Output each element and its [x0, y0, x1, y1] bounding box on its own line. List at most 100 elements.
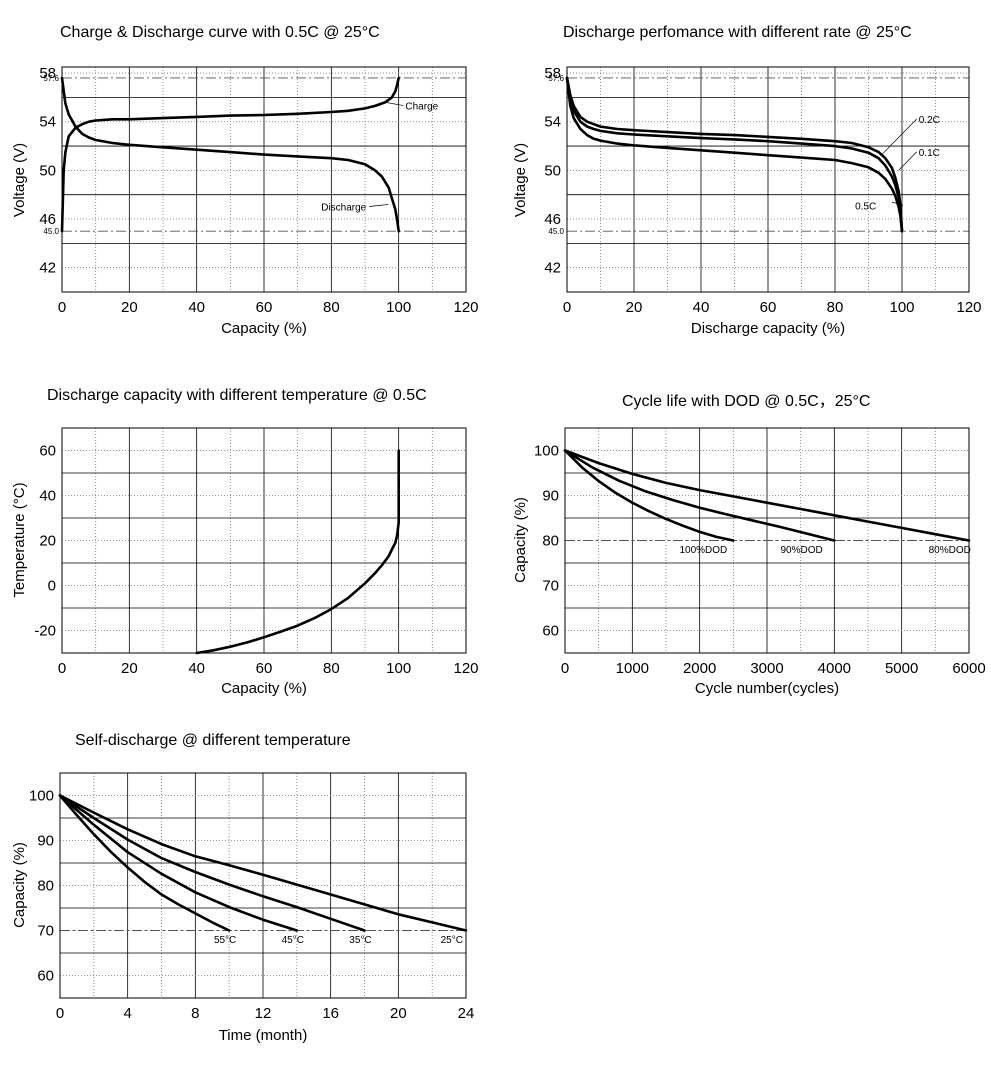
y-axis-label: Capacity (%): [512, 497, 529, 583]
y-axis-label: Capacity (%): [11, 842, 28, 928]
series-line: [195, 449, 400, 655]
chart-title: Self-discharge @ different temperature: [75, 732, 351, 749]
plot-area: 57.6 45.0 0 20 40 60 80 100 120 42 46 50 54 58 Capacit…: [11, 65, 479, 337]
y-tick-label: 0: [48, 578, 56, 595]
series-line: [563, 449, 735, 542]
plot-area: 57.6 45.0 0 20 40 60 80 100 120 42 46 50 54 58 Dischar…: [512, 65, 982, 337]
y-tick-label: 42: [544, 260, 561, 277]
x-tick-label: 4: [123, 1005, 131, 1022]
y-axis-label: Voltage (V): [11, 143, 28, 217]
y-axis-label: Voltage (V): [512, 143, 529, 217]
series-label-leader: [369, 204, 389, 207]
series-line: [565, 76, 904, 233]
x-tick-label: 60: [256, 660, 273, 677]
series-label: 100%DOD: [679, 545, 727, 556]
x-tick-label: 5000: [885, 660, 918, 677]
y-tick-label: 90: [542, 488, 559, 505]
y-axis-label: Temperature (°C): [11, 482, 28, 597]
x-tick-label: 100: [386, 660, 411, 677]
series-label: 35°C: [349, 935, 371, 946]
x-tick-label: 0: [561, 660, 569, 677]
chart-discharge-rate: Discharge perfomance with different rate…: [495, 0, 991, 360]
x-tick-label: 40: [188, 299, 205, 316]
chart-title: Cycle life with DOD @ 0.5C，25°C: [622, 393, 871, 410]
series-line: [58, 794, 231, 932]
chart-self-discharge: Self-discharge @ different temperature 0…: [0, 720, 495, 1067]
reference-line-label: 45.0: [43, 227, 59, 236]
x-tick-label: 60: [256, 299, 273, 316]
x-tick-label: 80: [827, 299, 844, 316]
x-tick-label: 80: [323, 660, 340, 677]
series-line: [565, 76, 904, 233]
x-tick-label: 20: [121, 660, 138, 677]
series-label: 0.2C: [919, 115, 940, 126]
plot-frame: [59, 772, 467, 999]
series-line: [563, 449, 971, 542]
plot-frame: [61, 66, 467, 293]
series-label: 80%DOD: [929, 545, 971, 556]
series-label: 0.1C: [919, 148, 940, 159]
y-tick-label: 60: [37, 968, 54, 985]
y-tick-label: 100: [534, 443, 559, 460]
x-tick-label: 0: [58, 299, 66, 316]
series-label: Charge: [405, 102, 438, 113]
x-tick-label: 20: [121, 299, 138, 316]
y-tick-label: 54: [39, 114, 56, 131]
x-tick-label: 100: [386, 299, 411, 316]
series-label: 45°C: [282, 935, 304, 946]
x-axis-label: Capacity (%): [221, 680, 307, 697]
x-tick-label: 8: [191, 1005, 199, 1022]
y-tick-label: 40: [39, 488, 56, 505]
series-label: 25°C: [441, 935, 463, 946]
x-tick-label: 2000: [683, 660, 716, 677]
y-tick-label: 80: [542, 533, 559, 550]
series-line: [60, 76, 400, 233]
x-axis-label: Time (month): [219, 1027, 308, 1044]
series-label: 55°C: [214, 935, 236, 946]
x-tick-label: 100: [889, 299, 914, 316]
x-tick-label: 80: [323, 299, 340, 316]
y-tick-label: 46: [544, 211, 561, 228]
plot-area: 0 1000 2000 3000 4000 5000 6000 60 70 80 90 100 Cycl…: [512, 427, 986, 697]
x-axis-label: Capacity (%): [221, 320, 307, 337]
y-tick-label: 20: [39, 533, 56, 550]
y-tick-label: 60: [542, 623, 559, 640]
series-line: [563, 449, 836, 542]
x-tick-label: 60: [760, 299, 777, 316]
y-tick-label: 50: [544, 162, 561, 179]
series-label: 90%DOD: [780, 545, 822, 556]
x-tick-label: 0: [58, 660, 66, 677]
x-tick-label: 120: [453, 660, 478, 677]
x-tick-label: 24: [458, 1005, 475, 1022]
reference-line-label: 57.6: [43, 74, 59, 83]
series-line: [565, 76, 904, 233]
x-axis-label: Discharge capacity (%): [691, 320, 845, 337]
series-line: [58, 794, 299, 932]
x-tick-label: 40: [188, 660, 205, 677]
chart-title: Discharge capacity with different temper…: [47, 387, 427, 404]
y-tick-label: 58: [544, 65, 561, 82]
x-axis-label: Cycle number(cycles): [695, 680, 839, 697]
plot-frame: [61, 427, 467, 654]
series-label: 0.5C: [855, 201, 876, 212]
chart-cycle-life: Cycle life with DOD @ 0.5C，25°C 0 1000 200…: [495, 360, 991, 720]
series-label: Discharge: [321, 203, 366, 214]
series-label-leader: [898, 151, 918, 171]
plot-frame: [566, 66, 970, 293]
y-tick-label: 50: [39, 162, 56, 179]
y-tick-label: 90: [37, 833, 54, 850]
chart-charge-discharge: Charge & Discharge curve with 0.5C @ 25°…: [0, 0, 495, 360]
chart-title: Charge & Discharge curve with 0.5C @ 25°…: [60, 24, 380, 41]
x-tick-label: 16: [322, 1005, 339, 1022]
x-tick-label: 12: [255, 1005, 272, 1022]
series-line: [60, 76, 400, 233]
y-tick-label: 54: [544, 114, 561, 131]
reference-line-label: 57.6: [548, 74, 564, 83]
series-label-leader: [385, 101, 404, 106]
plot-area: 0 4 8 12 16 20 24 60 70 80 90 100 Time (month) Capaci…: [11, 772, 475, 1044]
x-tick-label: 0: [56, 1005, 64, 1022]
y-tick-label: 46: [39, 211, 56, 228]
y-tick-label: 58: [39, 65, 56, 82]
x-tick-label: 40: [693, 299, 710, 316]
y-tick-label: -20: [34, 623, 56, 640]
